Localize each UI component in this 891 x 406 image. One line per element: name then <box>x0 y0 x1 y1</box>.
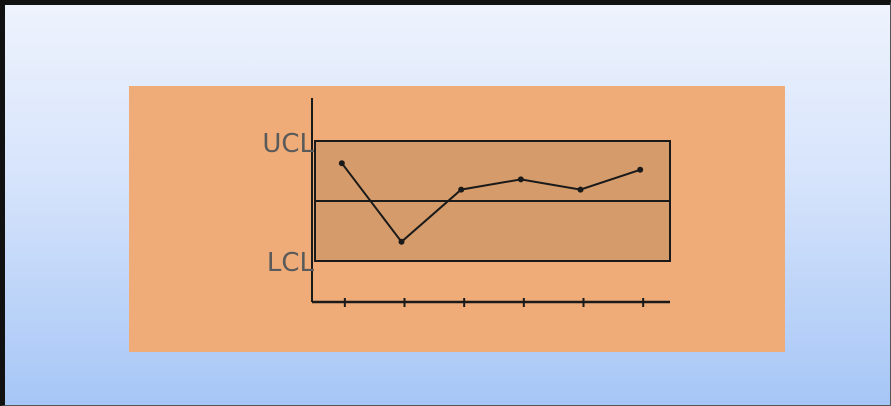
data-point-4 <box>517 176 524 183</box>
control-chart: UCL LCL <box>129 86 785 352</box>
x-axis-ticks <box>343 298 645 307</box>
lcl-label: LCL <box>267 248 315 278</box>
control-chart-panel: UCL LCL <box>129 86 785 352</box>
ucl-label: UCL <box>262 129 314 159</box>
data-point-5 <box>577 186 584 193</box>
series-line <box>341 162 641 244</box>
data-point-3 <box>458 186 465 193</box>
data-point-1 <box>338 160 345 167</box>
data-point-2 <box>398 238 405 245</box>
data-point-6 <box>637 166 644 173</box>
data-points <box>338 160 644 245</box>
